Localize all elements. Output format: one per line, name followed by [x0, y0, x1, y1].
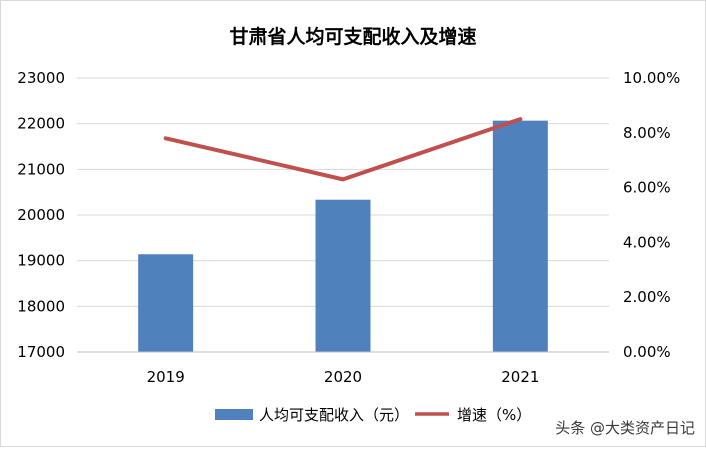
line-series	[166, 119, 521, 179]
bar-series	[138, 121, 548, 352]
x-tick-label: 2020	[324, 368, 362, 386]
bar-income-2020	[316, 200, 371, 352]
bar-income-2019	[138, 254, 193, 352]
y-right-tick-label: 8.00%	[623, 124, 671, 142]
left-axis: 17000 18000 19000 20000 21000 22000 23000	[17, 69, 65, 361]
y-left-tick-label: 23000	[17, 69, 65, 87]
x-tick-label: 2019	[147, 368, 185, 386]
chart-title: 甘肃省人均可支配收入及增速	[229, 25, 476, 48]
bar-income-2021	[493, 121, 548, 352]
y-left-tick-label: 19000	[17, 252, 65, 270]
legend-label-income: 人均可支配收入（元）	[259, 406, 409, 424]
y-right-tick-label: 2.00%	[623, 288, 671, 306]
y-left-tick-label: 22000	[17, 115, 65, 133]
y-left-tick-label: 18000	[17, 297, 65, 315]
y-left-tick-label: 21000	[17, 160, 65, 178]
watermark-text: 头条 @大类资产日记	[555, 419, 695, 437]
legend-swatch-income	[215, 409, 253, 420]
x-tick-label: 2021	[501, 368, 539, 386]
y-right-tick-label: 10.00%	[623, 69, 680, 87]
y-right-tick-label: 4.00%	[623, 233, 671, 251]
y-left-tick-label: 17000	[17, 343, 65, 361]
y-right-tick-label: 6.00%	[623, 179, 671, 197]
right-axis: 0.00% 2.00% 4.00% 6.00% 8.00% 10.00%	[623, 69, 680, 361]
legend-label-growth: 增速（%）	[457, 406, 531, 424]
y-right-tick-label: 0.00%	[623, 343, 671, 361]
x-axis: 2019 2020 2021	[77, 352, 609, 386]
legend: 人均可支配收入（元） 增速（%）	[215, 406, 531, 424]
growth-rate-line	[166, 119, 521, 179]
y-left-tick-label: 20000	[17, 206, 65, 224]
